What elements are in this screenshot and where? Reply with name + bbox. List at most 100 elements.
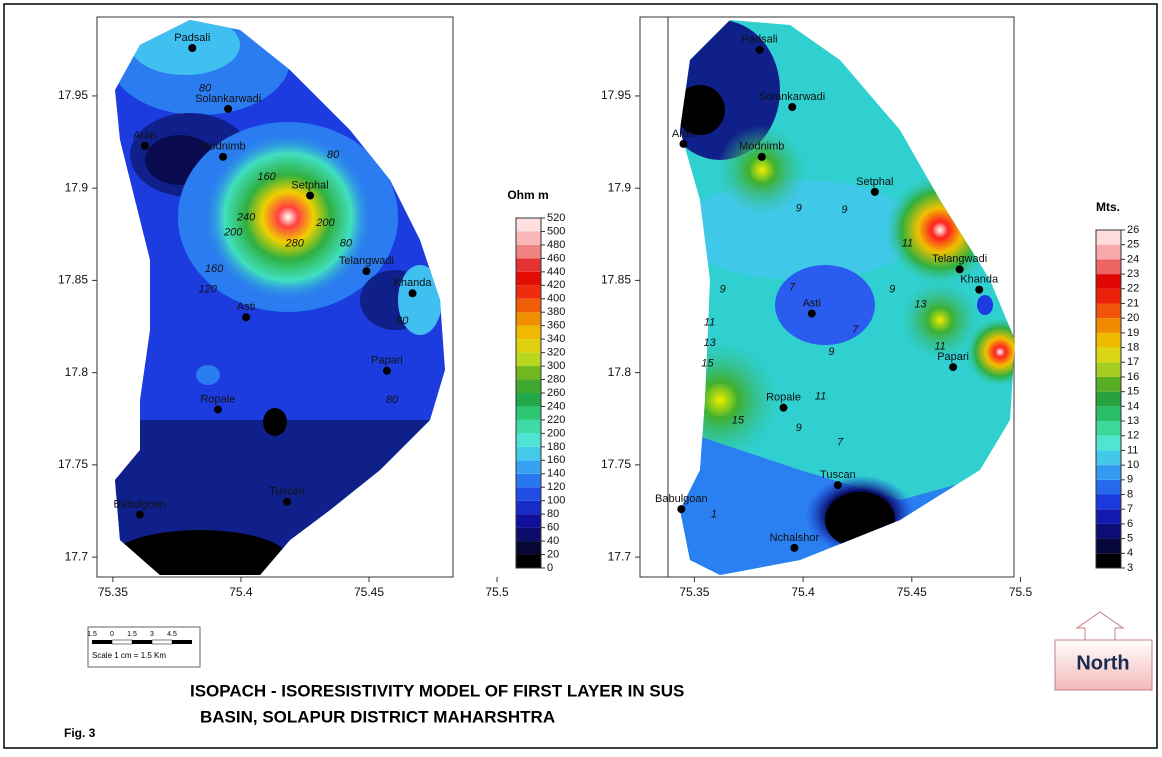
colorbar-frame [1095,229,1122,569]
colorbar-label: 180 [547,441,565,453]
place-label: Solankarwadi [195,93,261,105]
colorbar-label: 13 [1127,415,1139,427]
place-marker [283,497,292,506]
colorbar-label: 360 [547,320,565,332]
contour-label: 11 [704,317,715,329]
colorbar-label: 21 [1127,297,1139,309]
colorbar-band [1096,362,1121,377]
place-label: Papari [937,351,969,363]
colorbar-band [516,419,541,434]
place-label: Asti [803,298,821,310]
colorbar-band [1096,259,1121,275]
contour-label: 280 [285,237,305,249]
colorbar-band [516,406,541,420]
contour-label: 15 [732,414,745,426]
scale-tick: 1.5 [87,631,97,638]
colorbar-label: 7 [1127,503,1133,515]
y-tick-label: 17.75 [58,457,88,471]
colorbar-label: 5 [1127,533,1133,545]
place-marker [382,366,391,375]
contour-label: 7 [837,437,844,449]
place-label: Modnimb [200,141,245,153]
place-label: Ropale [200,393,235,405]
colorbar-band [1096,244,1121,260]
contour-label: 11 [934,341,945,353]
colorbar-label: 10 [1127,459,1139,471]
colorbar-label: 3 [1127,562,1133,574]
colorbar-label: 11 [1127,444,1138,456]
contour-label: 9 [796,422,802,434]
scale-tick: 0 [110,631,114,638]
x-tick-label: 75.45 [897,585,927,599]
colorbar-label: 120 [547,481,565,493]
scale-bar: Scale 1 cm = 1.5 Km [87,626,201,668]
place-label: Tuscan [269,486,305,498]
place-label: Ropale [766,392,801,404]
colorbar-label: 500 [547,225,565,237]
colorbar-band [1096,553,1121,568]
place-label: Asti [237,301,255,313]
place-marker [779,403,788,412]
colorbar-band [1096,450,1121,466]
x-tick-label: 75.45 [354,585,384,599]
y-tick-label: 17.75 [601,457,631,471]
y-tick-label: 17.8 [608,365,632,379]
contour-label: 9 [796,202,802,214]
colorbar-label: 12 [1127,430,1139,442]
x-tick-label: 75.4 [791,585,815,599]
colorbar-label: 300 [547,360,565,372]
place-label: Papari [371,355,403,367]
x-tick-label: 75.35 [679,585,709,599]
colorbar-label: 160 [547,454,565,466]
place-marker [242,313,251,322]
y-tick-label: 17.85 [601,273,631,287]
colorbar-label: 6 [1127,518,1133,530]
colorbar-label: 4 [1127,547,1133,559]
colorbar-band [516,325,541,340]
contour-label: 120 [198,284,217,296]
place-label: Tuscan [820,469,856,481]
contour-label: 80 [386,394,399,406]
colorbar-band [1096,523,1121,539]
colorbar-band [516,339,541,353]
place-marker [140,141,149,150]
map-frame [639,16,1015,578]
colorbar-label: 18 [1127,341,1139,353]
colorbar-band [516,379,541,393]
colorbar-band [1096,435,1121,451]
place-label: Telangwadi [339,255,394,267]
colorbar-band [516,218,541,232]
y-tick-label: 17.7 [65,549,89,563]
colorbar-band [1096,318,1121,333]
colorbar-label: 520 [547,212,565,224]
y-tick-label: 17.95 [601,88,631,102]
colorbar-band [516,487,541,501]
place-label: Padsali [174,32,210,44]
scale-tick: 1.5 [127,631,137,638]
colorbar-band [516,244,541,259]
scale-label: Scale 1 cm = 1.5 Km [92,651,166,660]
colorbar-label: 280 [547,373,565,385]
colorbar-label: 8 [1127,488,1133,500]
colorbar-band [516,446,541,461]
colorbar-band [1096,376,1121,392]
place-marker [408,289,417,298]
colorbar-label: 25 [1127,239,1139,251]
title-line: ISOPACH - ISORESISTIVITY MODEL OF FIRST … [190,681,684,700]
colorbar-band [516,366,541,380]
colorbar-band [1096,332,1121,348]
colorbar-band [516,433,541,447]
colorbar-band [516,352,541,367]
place-marker [790,543,799,552]
place-marker [219,152,228,161]
colorbar-label: 26 [1127,224,1139,236]
contour-label: 200 [315,217,335,229]
colorbar-label: 140 [547,468,565,480]
contour-label: 7 [852,324,859,336]
y-tick-label: 17.9 [608,180,632,194]
place-label: Aran [672,128,695,140]
colorbar-label: 14 [1127,400,1139,412]
colorbar-label: 80 [547,508,559,520]
place-marker [833,481,842,490]
contour-label: 9 [828,346,834,358]
